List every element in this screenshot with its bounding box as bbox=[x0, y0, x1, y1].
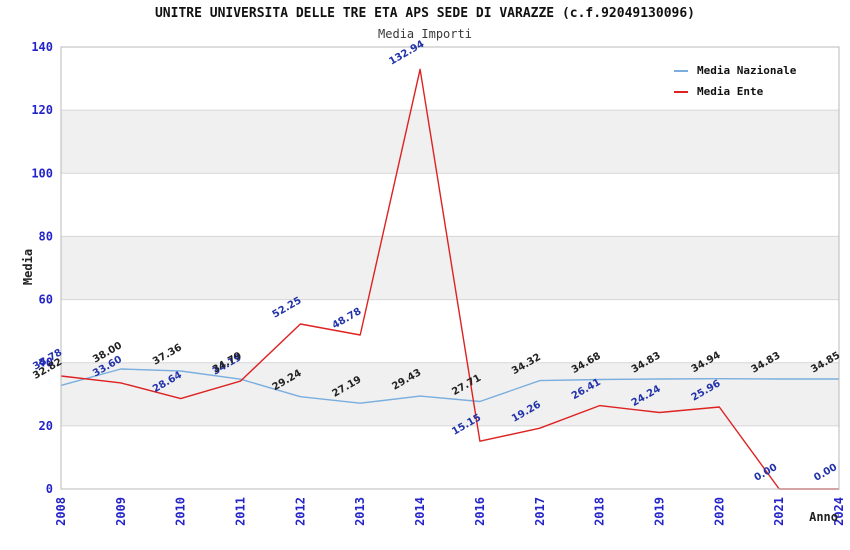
x-tick-label: 2019 bbox=[652, 497, 666, 526]
value-label-media-ente: 0.00 bbox=[752, 462, 779, 484]
plot-band bbox=[61, 236, 839, 300]
x-tick-label: 2013 bbox=[353, 497, 367, 526]
x-tick-label: 2016 bbox=[473, 497, 487, 526]
legend-item-media-nazionale: Media Nazionale bbox=[674, 64, 796, 77]
x-tick-label: 2018 bbox=[593, 497, 607, 526]
x-tick-label: 2021 bbox=[772, 497, 786, 526]
y-tick-label: 40 bbox=[39, 356, 53, 370]
legend: Media Nazionale Media Ente bbox=[674, 64, 796, 106]
media-nazionale-line-swatch bbox=[674, 69, 688, 72]
x-tick-label: 2011 bbox=[234, 497, 248, 526]
x-tick-label: 2020 bbox=[712, 497, 726, 526]
value-label-media-ente: 48.78 bbox=[331, 306, 364, 331]
chart-title: UNITRE UNIVERSITA DELLE TRE ETA APS SEDE… bbox=[154, 6, 696, 21]
chart-subtitle: Media Importi bbox=[378, 27, 472, 41]
y-tick-label: 120 bbox=[31, 103, 53, 117]
plot-band bbox=[61, 362, 839, 426]
value-label-media-ente: 132.94 bbox=[387, 39, 426, 68]
value-label-media-ente: 0.00 bbox=[812, 462, 839, 484]
media-ente-line-swatch bbox=[674, 90, 688, 93]
series-line-media-nazionale bbox=[60, 368, 839, 404]
plot-border bbox=[60, 46, 840, 490]
x-tick-label: 2008 bbox=[54, 497, 68, 526]
y-tick-label: 100 bbox=[31, 166, 53, 180]
legend-label: Media Nazionale bbox=[697, 64, 797, 77]
plot-band bbox=[61, 110, 839, 174]
series-line-media-ente bbox=[60, 68, 839, 490]
x-tick-label: 2009 bbox=[114, 497, 128, 526]
y-axis-title: Media bbox=[21, 248, 35, 286]
x-tick-label: 2012 bbox=[293, 497, 307, 526]
x-axis-title: Anno bbox=[809, 510, 838, 524]
legend-item-media-ente: Media Ente bbox=[674, 85, 796, 98]
y-tick-label: 140 bbox=[31, 40, 53, 54]
legend-label: Media Ente bbox=[697, 85, 764, 98]
y-tick-label: 80 bbox=[39, 229, 53, 243]
y-tick-label: 20 bbox=[39, 419, 53, 433]
x-tick-label: 2014 bbox=[413, 497, 427, 526]
x-tick-label: 2024 bbox=[832, 497, 846, 526]
y-tick-label: 60 bbox=[39, 293, 53, 307]
x-tick-label: 2010 bbox=[174, 497, 188, 526]
y-tick-label: 0 bbox=[46, 482, 53, 496]
x-tick-label: 2017 bbox=[533, 497, 547, 526]
